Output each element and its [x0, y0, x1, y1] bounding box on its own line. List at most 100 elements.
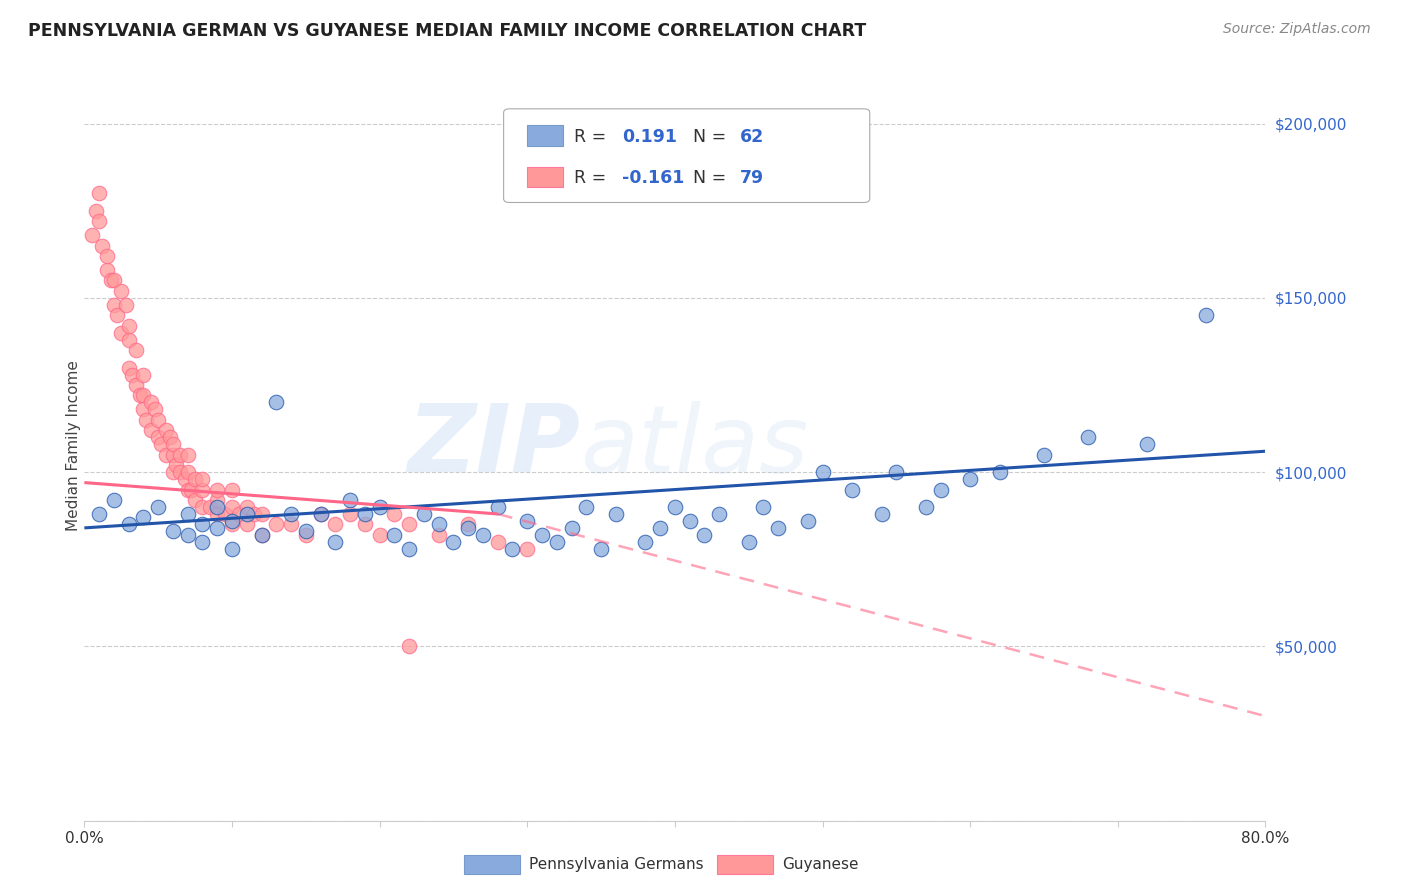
Point — [443, 534, 465, 549]
Point — [546, 534, 568, 549]
Point — [650, 521, 672, 535]
Text: Guyanese: Guyanese — [782, 857, 858, 871]
Point — [150, 437, 173, 451]
Point — [664, 500, 686, 514]
Point — [382, 507, 406, 521]
Point — [236, 507, 259, 521]
Point — [738, 534, 761, 549]
Point — [250, 528, 273, 542]
Point — [103, 493, 125, 508]
Point — [339, 507, 361, 521]
Point — [457, 521, 479, 535]
Point — [148, 413, 170, 427]
Point — [148, 500, 170, 514]
Point — [295, 528, 318, 542]
Point — [191, 472, 214, 486]
Point — [155, 423, 177, 437]
Point — [162, 448, 184, 462]
Point — [501, 541, 523, 556]
Point — [561, 521, 583, 535]
Point — [516, 541, 538, 556]
Point — [457, 517, 479, 532]
Y-axis label: Median Family Income: Median Family Income — [66, 360, 80, 532]
Text: N =: N = — [693, 128, 731, 145]
Point — [605, 507, 627, 521]
Point — [634, 534, 657, 549]
Point — [84, 203, 107, 218]
Point — [679, 514, 702, 528]
Point — [155, 448, 177, 462]
Point — [173, 472, 195, 486]
Point — [221, 500, 243, 514]
Point — [125, 378, 148, 392]
Point — [165, 458, 187, 472]
Point — [221, 483, 243, 497]
FancyBboxPatch shape — [527, 125, 562, 146]
Point — [236, 500, 259, 514]
Point — [118, 333, 141, 347]
Point — [207, 507, 229, 521]
Point — [100, 273, 122, 287]
Point — [486, 500, 509, 514]
Point — [207, 483, 229, 497]
Point — [87, 214, 111, 228]
Point — [191, 500, 214, 514]
Point — [243, 507, 266, 521]
Point — [575, 500, 598, 514]
Point — [80, 228, 103, 243]
Point — [427, 517, 450, 532]
Point — [413, 507, 436, 521]
Point — [531, 528, 554, 542]
Point — [266, 395, 288, 409]
Point — [184, 493, 207, 508]
Point — [169, 465, 191, 479]
Text: 0.191: 0.191 — [621, 128, 676, 145]
Point — [132, 388, 155, 402]
Point — [191, 483, 214, 497]
Point — [1033, 448, 1056, 462]
Text: Source: ZipAtlas.com: Source: ZipAtlas.com — [1223, 22, 1371, 37]
Point — [207, 493, 229, 508]
Point — [139, 395, 162, 409]
Point — [191, 517, 214, 532]
Point — [132, 368, 155, 382]
Point — [177, 483, 200, 497]
Point — [516, 514, 538, 528]
Point — [398, 640, 420, 654]
Point — [139, 423, 162, 437]
Point — [591, 541, 613, 556]
Text: N =: N = — [693, 169, 731, 186]
Point — [125, 343, 148, 358]
Point — [870, 507, 893, 521]
Point — [129, 388, 152, 402]
Point — [110, 326, 132, 340]
Text: Pennsylvania Germans: Pennsylvania Germans — [529, 857, 703, 871]
Point — [143, 402, 166, 417]
Point — [198, 500, 221, 514]
Point — [162, 465, 184, 479]
Point — [91, 238, 114, 252]
Point — [280, 517, 302, 532]
Point — [309, 507, 332, 521]
Point — [207, 500, 229, 514]
Point — [309, 507, 332, 521]
Point — [1195, 308, 1218, 322]
Point — [841, 483, 863, 497]
Point — [752, 500, 775, 514]
Point — [354, 507, 377, 521]
Point — [132, 510, 155, 524]
Text: ZIP: ZIP — [408, 400, 581, 492]
Point — [354, 517, 377, 532]
Point — [382, 528, 406, 542]
Point — [121, 368, 143, 382]
Text: R =: R = — [575, 169, 612, 186]
Point — [177, 507, 200, 521]
Text: 79: 79 — [740, 169, 763, 186]
Point — [886, 465, 908, 479]
FancyBboxPatch shape — [503, 109, 870, 202]
Point — [280, 507, 302, 521]
Point — [368, 500, 391, 514]
Point — [118, 517, 141, 532]
Point — [221, 541, 243, 556]
Point — [162, 437, 184, 451]
